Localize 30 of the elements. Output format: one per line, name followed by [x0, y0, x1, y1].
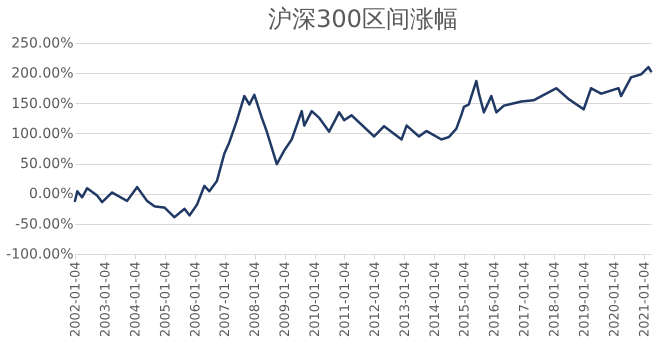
y-tick-label: 150.00%: [11, 96, 74, 112]
y-tick-label: -100.00%: [6, 246, 74, 262]
x-tick-label: 2012-01-04: [368, 262, 383, 338]
x-tick-label: 2005-01-04: [158, 262, 174, 338]
x-tick-label: 2007-01-04: [218, 262, 234, 338]
x-tick-label: 2002-01-04: [68, 262, 84, 338]
y-tick-label: 0.00%: [29, 186, 74, 202]
x-tick-label: 2018-01-04: [548, 262, 563, 338]
x-tick-label: 2019-01-04: [577, 262, 592, 338]
x-tick-label: 2008-01-04: [248, 262, 264, 338]
chart-title: 沪深300区间涨幅: [268, 5, 458, 33]
x-tick-label: 2013-01-04: [398, 262, 413, 338]
x-tick-label: 2017-01-04: [518, 262, 533, 338]
x-tick-label: 2011-01-04: [338, 262, 353, 338]
x-tick-label: 2016-01-04: [488, 262, 503, 338]
x-tick-label: 2009-01-04: [278, 262, 294, 338]
y-tick-label: 50.00%: [20, 156, 74, 172]
x-tick-label: 2020-01-04: [607, 262, 622, 338]
line-series: [74, 66, 652, 218]
x-tick-label: 2004-01-04: [128, 262, 144, 338]
y-tick-label: 100.00%: [11, 126, 74, 142]
x-tick-label: 2006-01-04: [188, 262, 204, 338]
y-tick-label: 200.00%: [11, 66, 74, 82]
x-tick-label: 2010-01-04: [308, 262, 324, 338]
y-tick-label: 250.00%: [11, 36, 74, 52]
x-tick-label: 2021-01-04: [637, 262, 652, 338]
y-tick-label: -50.00%: [15, 216, 74, 232]
x-tick-label: 2014-01-04: [428, 262, 443, 338]
x-tick-label: 2003-01-04: [98, 262, 114, 338]
x-tick-label: 2015-01-04: [458, 262, 473, 338]
